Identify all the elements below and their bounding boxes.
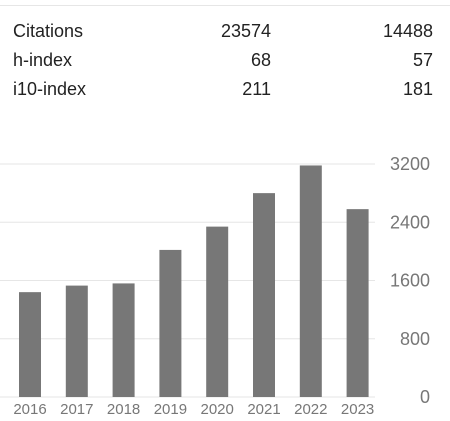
stats-label[interactable]: h-index — [13, 50, 73, 70]
stats-label[interactable]: i10-index — [13, 79, 87, 99]
stats-value-all: 68 — [250, 50, 271, 70]
y-tick-label: 2400 — [390, 212, 430, 232]
bar-2021[interactable] — [253, 193, 275, 397]
x-tick-label-2017: 2017 — [60, 401, 93, 418]
y-tick-label: 0 — [420, 387, 430, 407]
x-tick-label-2023: 2023 — [341, 401, 374, 418]
y-tick-label: 800 — [400, 329, 430, 349]
stats-row-i10-index: i10-index 211 181 — [13, 75, 433, 104]
stats-row-citations: Citations 23574 14488 — [13, 17, 433, 46]
y-tick-label: 3200 — [390, 154, 430, 174]
citation-stats-table: Citations 23574 14488 h-index 68 57 i10-… — [13, 17, 433, 104]
citations-per-year-chart: 0 800 1600 2400 3200 2016 2017 2018 2019 2020 2021… — [0, 154, 430, 418]
stats-value-since: 181 — [402, 79, 433, 99]
bar-2020[interactable] — [206, 226, 229, 397]
stats-value-since: 14488 — [382, 21, 433, 41]
x-tick-label-2021: 2021 — [247, 401, 280, 418]
bar-2019[interactable] — [159, 249, 182, 397]
bar-2018[interactable] — [112, 283, 135, 397]
stats-label[interactable]: Citations — [13, 21, 84, 41]
x-tick-label-2016: 2016 — [13, 401, 46, 418]
stats-row-h-index: h-index 68 57 — [13, 46, 433, 75]
stats-value-all: 211 — [242, 79, 271, 99]
bar-2023[interactable] — [346, 209, 369, 397]
y-tick-label: 1600 — [390, 271, 430, 291]
top-divider — [0, 5, 450, 6]
x-tick-label-2020: 2020 — [201, 401, 234, 418]
stats-value-since: 57 — [412, 50, 433, 70]
x-tick-label-2022: 2022 — [294, 401, 327, 418]
bar-2017[interactable] — [65, 285, 88, 397]
bar-2022[interactable] — [299, 165, 322, 397]
x-tick-label-2019: 2019 — [154, 401, 187, 418]
bar-2016[interactable] — [19, 292, 41, 397]
x-tick-label-2018: 2018 — [107, 401, 140, 418]
stats-value-all: 23574 — [220, 21, 271, 41]
